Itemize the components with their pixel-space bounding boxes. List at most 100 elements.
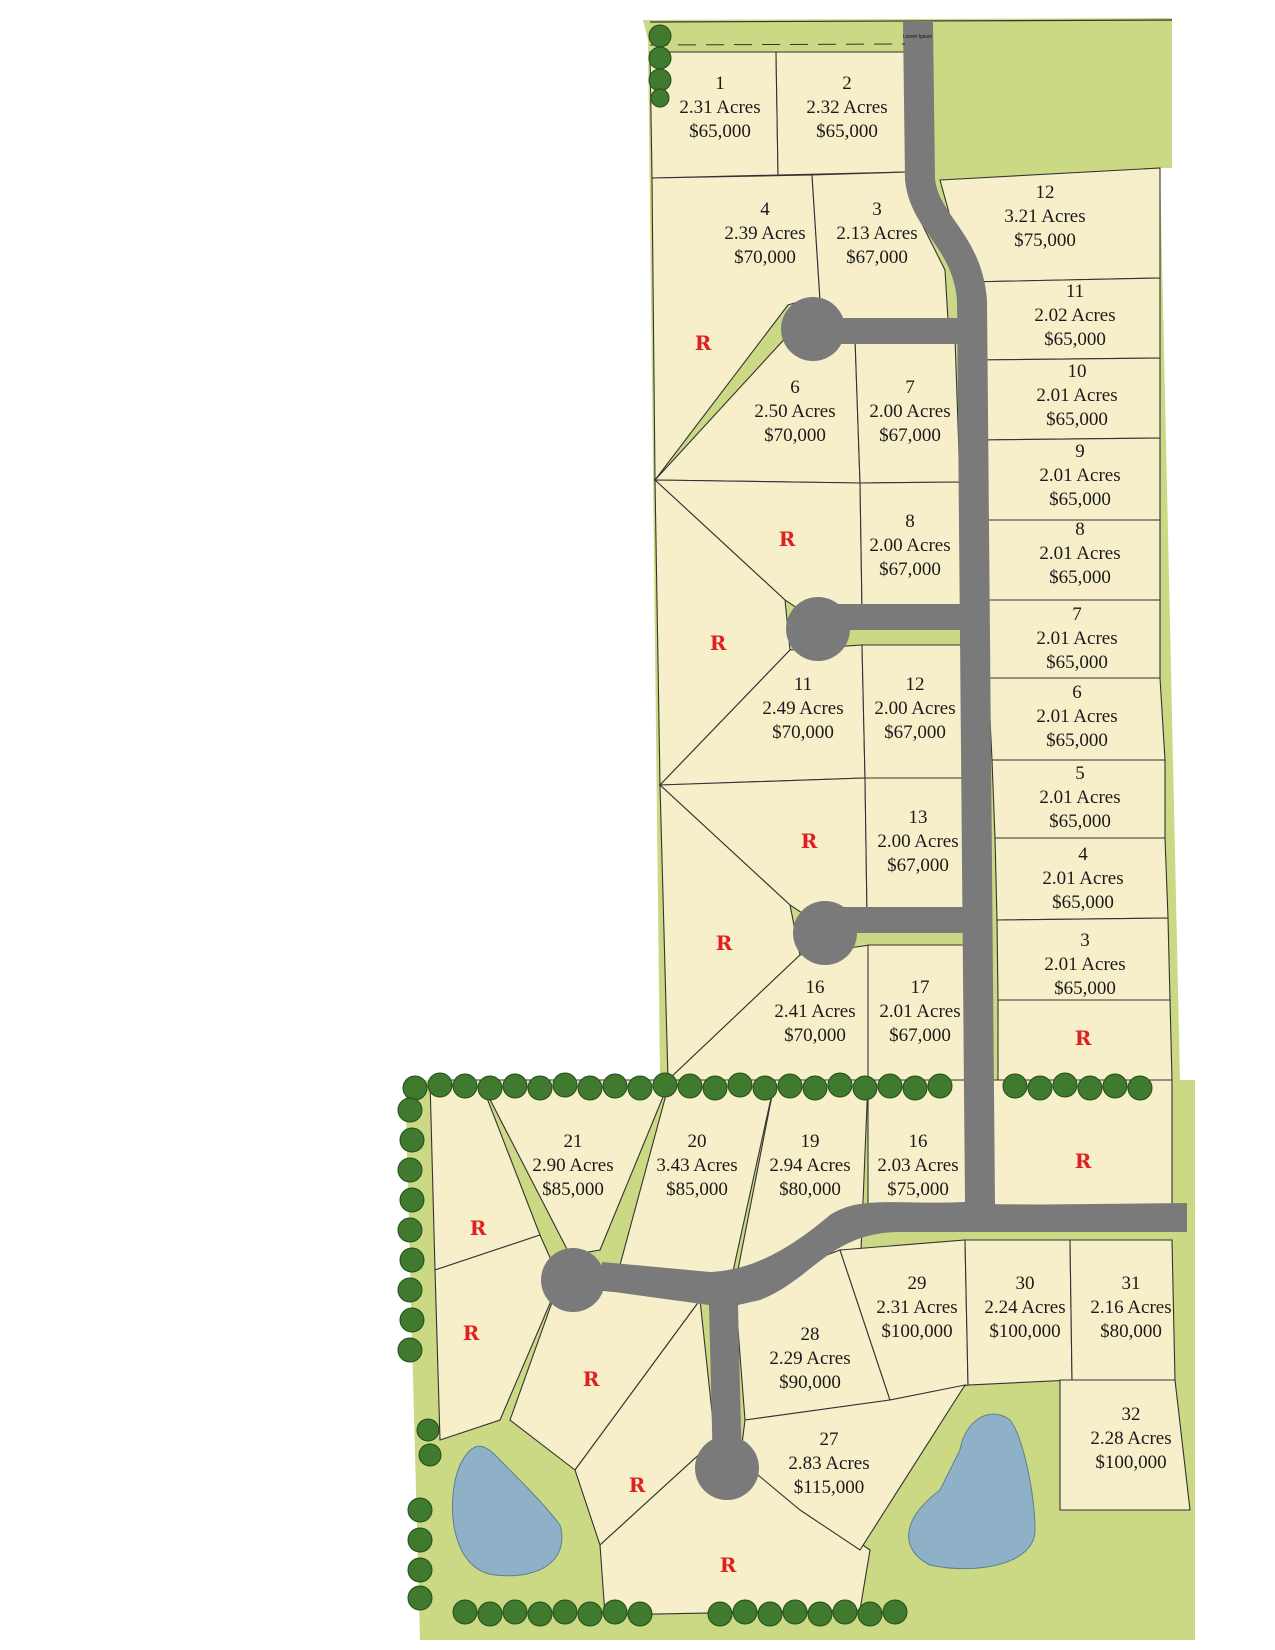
svg-text:$115,000: $115,000 [794, 1477, 865, 1498]
reserved-marker: R [583, 1367, 600, 1391]
svg-text:6: 6 [1072, 682, 1082, 703]
svg-text:7: 7 [1072, 604, 1082, 625]
svg-text:2.01 Acres: 2.01 Acres [1044, 954, 1125, 975]
svg-text:$65,000: $65,000 [1054, 978, 1116, 999]
svg-text:$65,000: $65,000 [1049, 489, 1111, 510]
svg-text:$65,000: $65,000 [1046, 652, 1108, 673]
svg-text:17: 17 [911, 977, 930, 998]
svg-text:5: 5 [1075, 763, 1085, 784]
svg-text:$65,000: $65,000 [1049, 811, 1111, 832]
svg-text:16: 16 [909, 1131, 928, 1152]
lot-30-label: 30 2.24 Acres $100,000 [984, 1273, 1065, 1342]
reserved-marker: R [716, 931, 733, 955]
svg-text:$100,000: $100,000 [881, 1321, 952, 1342]
svg-text:9: 9 [1075, 441, 1085, 462]
svg-text:10: 10 [1068, 361, 1087, 382]
svg-text:2.01 Acres: 2.01 Acres [1036, 385, 1117, 406]
svg-text:$67,000: $67,000 [879, 425, 941, 446]
reserved-marker: R [720, 1553, 737, 1577]
lot-31-label: 31 2.16 Acres $80,000 [1090, 1273, 1171, 1342]
svg-text:$67,000: $67,000 [889, 1025, 951, 1046]
svg-text:2.83 Acres: 2.83 Acres [788, 1453, 869, 1474]
lot-12-mid-label: 12 2.00 Acres $67,000 [874, 674, 955, 743]
lot-7-right-label: 7 2.01 Acres $65,000 [1036, 604, 1117, 673]
svg-text:2.24 Acres: 2.24 Acres [984, 1297, 1065, 1318]
reserved-marker: R [629, 1473, 646, 1497]
svg-text:12: 12 [1036, 182, 1055, 203]
svg-text:31: 31 [1122, 1273, 1141, 1294]
lot-labels: 1 2.31 Acres $65,000 2 2.32 Acres $65,000 4 2… [532, 73, 1171, 1498]
svg-text:2.50 Acres: 2.50 Acres [754, 401, 835, 422]
lot-8-right-label: 8 2.01 Acres $65,000 [1039, 519, 1120, 588]
lot-11-mid-label: 11 2.49 Acres $70,000 [762, 674, 843, 743]
svg-text:11: 11 [794, 674, 812, 695]
svg-text:2.94 Acres: 2.94 Acres [769, 1155, 850, 1176]
svg-text:2.31 Acres: 2.31 Acres [679, 97, 760, 118]
svg-text:$75,000: $75,000 [1014, 230, 1076, 251]
svg-text:$85,000: $85,000 [666, 1179, 728, 1200]
svg-text:2.01 Acres: 2.01 Acres [1039, 787, 1120, 808]
ponds [451, 1413, 1036, 1577]
svg-text:$65,000: $65,000 [1049, 567, 1111, 588]
svg-text:2.01 Acres: 2.01 Acres [1036, 706, 1117, 727]
svg-text:$65,000: $65,000 [1046, 730, 1108, 751]
svg-text:4: 4 [1078, 844, 1088, 865]
lot-7-label: 7 2.00 Acres $67,000 [869, 377, 950, 446]
svg-text:2.16 Acres: 2.16 Acres [1090, 1297, 1171, 1318]
lot-21-label: 21 2.90 Acres $85,000 [532, 1131, 613, 1200]
svg-text:2.01 Acres: 2.01 Acres [1039, 543, 1120, 564]
roads [541, 22, 1187, 1500]
svg-text:$65,000: $65,000 [1046, 409, 1108, 430]
reserved-marker: R [710, 631, 727, 655]
svg-text:$75,000: $75,000 [887, 1179, 949, 1200]
svg-text:2: 2 [842, 73, 852, 94]
svg-text:2.41 Acres: 2.41 Acres [774, 1001, 855, 1022]
svg-text:27: 27 [820, 1429, 839, 1450]
svg-text:2.01 Acres: 2.01 Acres [879, 1001, 960, 1022]
reserved-marker: R [779, 527, 796, 551]
svg-text:$80,000: $80,000 [1100, 1321, 1162, 1342]
svg-text:$70,000: $70,000 [784, 1025, 846, 1046]
svg-text:21: 21 [564, 1131, 583, 1152]
svg-text:2.03 Acres: 2.03 Acres [877, 1155, 958, 1176]
svg-text:2.00 Acres: 2.00 Acres [869, 535, 950, 556]
svg-text:2.28 Acres: 2.28 Acres [1090, 1428, 1171, 1449]
svg-text:2.00 Acres: 2.00 Acres [874, 698, 955, 719]
svg-text:6: 6 [790, 377, 800, 398]
reserved-marker: R [1075, 1026, 1092, 1050]
lot-16-lower-label: 16 2.03 Acres $75,000 [877, 1131, 958, 1200]
svg-text:7: 7 [905, 377, 915, 398]
lot-28-label: 28 2.29 Acres $90,000 [769, 1324, 850, 1393]
lot-3-right-label: 3 2.01 Acres $65,000 [1044, 930, 1125, 999]
svg-text:$65,000: $65,000 [1052, 892, 1114, 913]
svg-text:19: 19 [801, 1131, 820, 1152]
lot-27-label: 27 2.83 Acres $115,000 [788, 1429, 869, 1498]
svg-text:$70,000: $70,000 [764, 425, 826, 446]
svg-text:2.02 Acres: 2.02 Acres [1034, 305, 1115, 326]
svg-text:3: 3 [872, 199, 882, 220]
svg-text:$67,000: $67,000 [846, 247, 908, 268]
svg-text:$70,000: $70,000 [772, 722, 834, 743]
reserved-marker: R [801, 829, 818, 853]
svg-text:2.49 Acres: 2.49 Acres [762, 698, 843, 719]
svg-text:8: 8 [905, 511, 915, 532]
lot-8-label: 8 2.00 Acres $67,000 [869, 511, 950, 580]
lot-4-label: 4 2.39 Acres $70,000 [724, 199, 805, 268]
svg-text:$65,000: $65,000 [816, 121, 878, 142]
lot-16-upper-label: 16 2.41 Acres $70,000 [774, 977, 855, 1046]
lot-5-label: 5 2.01 Acres $65,000 [1039, 763, 1120, 832]
svg-text:2.32 Acres: 2.32 Acres [806, 97, 887, 118]
reserved-marker: R [470, 1216, 487, 1240]
reserved-marker: R [1075, 1149, 1092, 1173]
svg-text:2.00 Acres: 2.00 Acres [869, 401, 950, 422]
svg-text:3: 3 [1080, 930, 1090, 951]
lot-17-label: 17 2.01 Acres $67,000 [879, 977, 960, 1046]
svg-text:2.01 Acres: 2.01 Acres [1042, 868, 1123, 889]
svg-text:$65,000: $65,000 [689, 121, 751, 142]
svg-text:$90,000: $90,000 [779, 1372, 841, 1393]
lot-9-label: 9 2.01 Acres $65,000 [1039, 441, 1120, 510]
svg-text:29: 29 [908, 1273, 927, 1294]
svg-text:2.01 Acres: 2.01 Acres [1036, 628, 1117, 649]
reserved-marker: R [695, 331, 712, 355]
lot-20-label: 20 3.43 Acres $85,000 [656, 1131, 737, 1200]
